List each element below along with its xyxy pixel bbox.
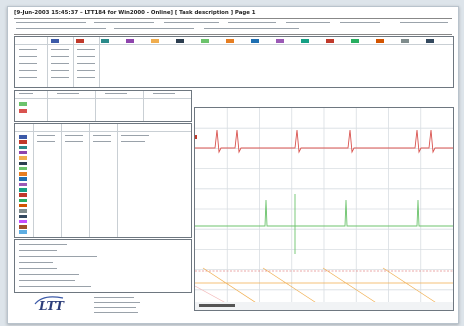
legend-color-swatch (19, 166, 27, 171)
page-title: [9-Jun-2003 15:45:37 – LTT184 for Win200… (14, 10, 256, 16)
info-text-line (204, 28, 299, 30)
legend-color-swatch (19, 182, 27, 187)
legend-color-swatch (19, 188, 27, 192)
logo-text: LTT (38, 299, 65, 313)
channel-legend-table (14, 123, 192, 238)
trigger-marker (193, 135, 197, 139)
channel-color-swatch (351, 39, 359, 43)
green-signal-trace (195, 199, 453, 227)
cursor-color-swatch (19, 102, 27, 106)
legend-color-swatch (19, 172, 27, 176)
info-text-line (340, 22, 380, 24)
channel-color-swatch (251, 39, 259, 43)
channel-color-swatch (301, 39, 309, 43)
waveform-plot[interactable] (193, 107, 454, 311)
info-text-line (16, 22, 86, 24)
orange-ramp-trace (322, 267, 379, 305)
channel-color-swatch (426, 39, 434, 43)
trigger-settings-panel (14, 239, 192, 293)
legend-color-swatch (19, 203, 27, 208)
print-preview-page: [9-Jun-2003 15:45:37 – LTT184 for Win200… (7, 6, 459, 324)
legend-color-swatch (19, 161, 27, 165)
orange-ramp-trace (202, 267, 259, 305)
legend-color-swatch (19, 214, 27, 218)
channel-color-swatch (51, 39, 59, 43)
plot-scrollbar-thumb (199, 304, 235, 307)
channel-color-swatch (76, 39, 84, 43)
channel-color-swatch (401, 39, 409, 43)
channel-settings-panel (14, 36, 454, 88)
info-text-line (228, 22, 276, 24)
legend-color-swatch (19, 140, 27, 144)
channel-color-swatch (276, 39, 284, 43)
legend-color-swatch (19, 156, 27, 160)
legend-color-swatch (19, 230, 27, 234)
cursor-color-swatch (19, 109, 27, 113)
measurement-info-bar (14, 18, 452, 35)
legend-color-swatch (19, 145, 27, 150)
channel-color-swatch (101, 39, 109, 43)
legend-color-swatch (19, 209, 27, 213)
legend-color-swatch (19, 150, 27, 155)
channel-color-swatch (176, 39, 184, 43)
channel-color-swatch (126, 39, 134, 43)
legend-color-swatch (19, 225, 27, 229)
info-text-line (164, 22, 219, 24)
channel-color-swatch (201, 39, 209, 43)
info-text-line (16, 28, 106, 30)
legend-color-swatch (19, 198, 27, 203)
channel-color-swatch (226, 39, 234, 43)
cursor-values-panel (14, 90, 192, 122)
legend-color-swatch (19, 193, 27, 197)
orange-ramp-trace (262, 267, 319, 305)
channel-color-swatch (151, 39, 159, 43)
waveform-canvas (193, 108, 453, 310)
channel-color-swatch (376, 39, 384, 43)
legend-color-swatch (19, 135, 27, 139)
info-text-line (114, 28, 194, 30)
info-text-line (400, 22, 448, 24)
plot-scrollbar-track (195, 302, 453, 310)
legend-color-swatch (19, 219, 27, 224)
legend-color-swatch (19, 177, 27, 181)
red-signal-trace (195, 129, 453, 154)
ltt-logo: LTT (34, 296, 65, 313)
info-text-line (286, 22, 330, 24)
info-text-line (94, 22, 154, 24)
channel-color-swatch (326, 39, 334, 43)
orange-ramp-trace (382, 267, 439, 305)
